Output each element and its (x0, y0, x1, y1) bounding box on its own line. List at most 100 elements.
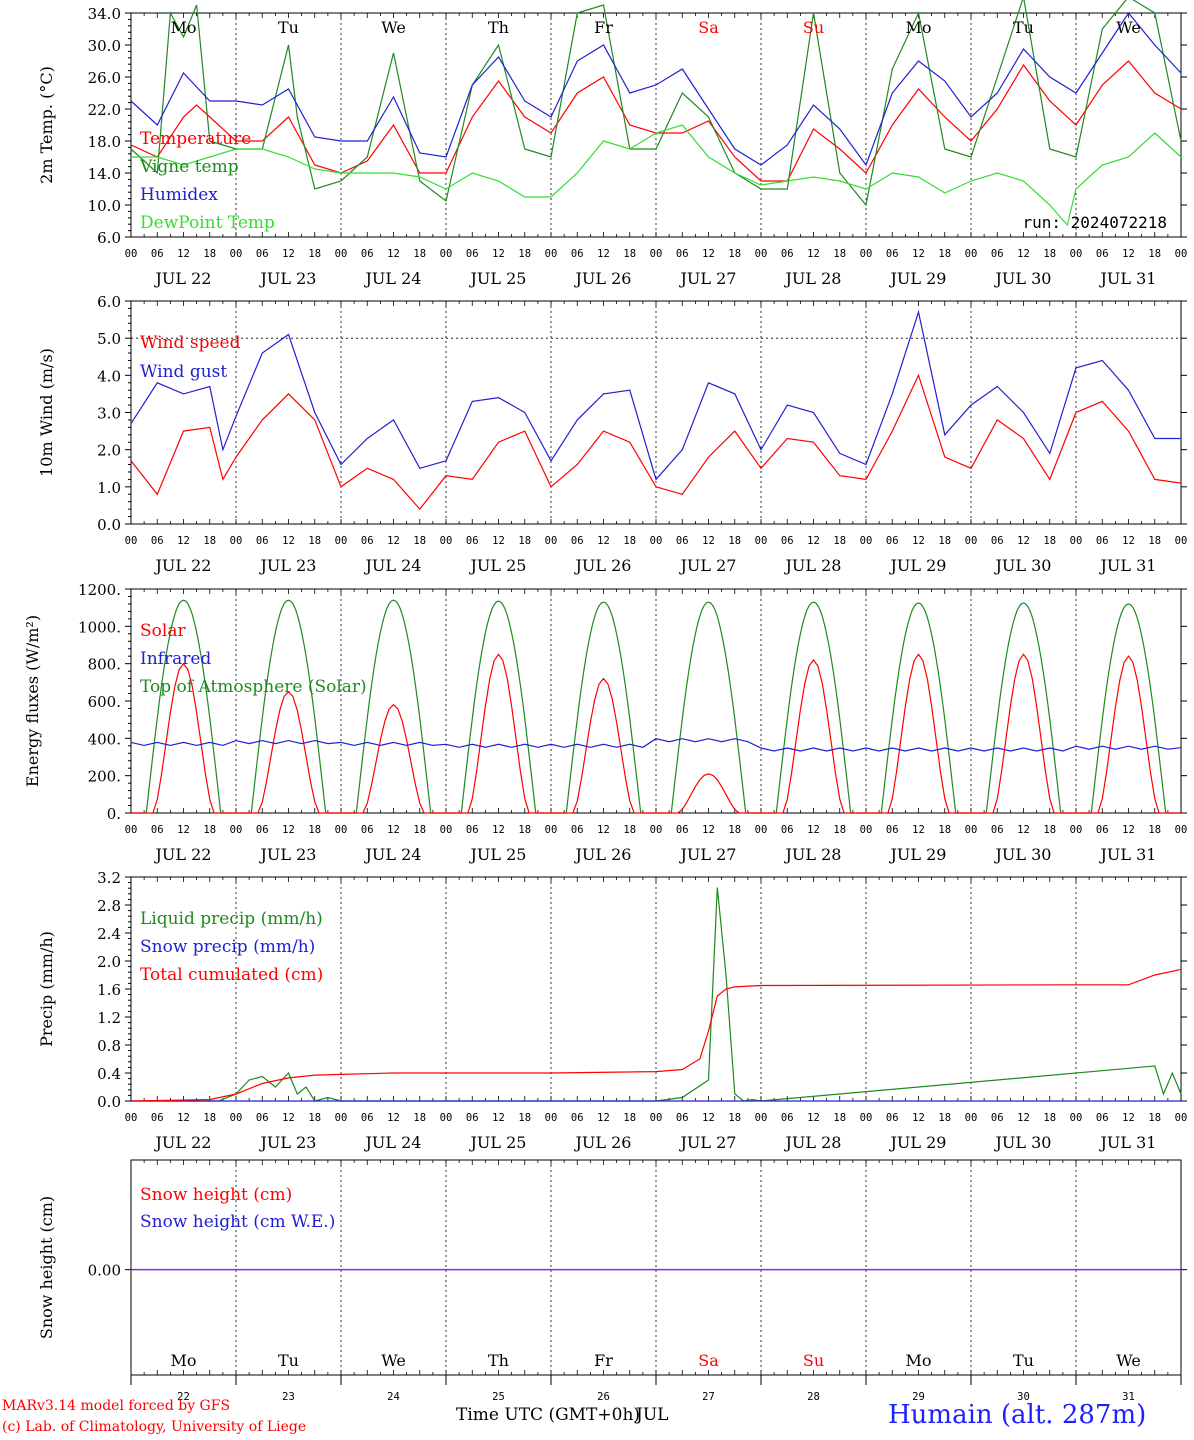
hour-tick-label: 12 (387, 1112, 400, 1124)
date-label: JUL 24 (364, 845, 422, 864)
y-axis-label: 2m Temp. (°C) (37, 66, 56, 184)
y-tick-label: 400. (88, 730, 121, 748)
hour-tick-label: 18 (938, 1112, 951, 1124)
series-dewpoint-temp (131, 124, 1182, 227)
hour-tick-label: 00 (1070, 1112, 1083, 1124)
hour-tick-label: 00 (440, 1112, 453, 1124)
y-axis-label: Snow height (cm) (37, 1196, 56, 1339)
date-label: JUL 26 (574, 1133, 632, 1152)
legend-entry: Liquid precip (mm/h) (140, 909, 323, 929)
date-label: JUL 27 (679, 845, 737, 864)
hour-tick-label: 12 (597, 535, 610, 547)
date-label: JUL 22 (154, 845, 212, 864)
weekday-label: Mo (905, 1351, 931, 1370)
date-label: JUL 27 (679, 1133, 737, 1152)
hour-tick-label: 18 (308, 248, 321, 260)
date-label: JUL 30 (994, 845, 1052, 864)
station-name: Humain (alt. 287m) (888, 1400, 1147, 1430)
weekday-label: We (381, 18, 406, 37)
date-label: JUL 26 (574, 269, 632, 288)
hour-tick-label: 06 (256, 824, 269, 836)
hour-tick-label: 12 (387, 824, 400, 836)
hour-tick-label: 06 (151, 1112, 164, 1124)
hour-tick-label: 18 (728, 824, 741, 836)
hour-tick-label: 12 (1017, 535, 1030, 547)
hour-tick-label: 18 (413, 1112, 426, 1124)
y-axis-label: Energy fluxes (W/m²) (23, 615, 42, 787)
hour-tick-label: 06 (256, 248, 269, 260)
y-tick-label: 34.0 (88, 5, 121, 23)
y-tick-label: 1.6 (97, 981, 121, 999)
weekday-label: Sa (698, 18, 719, 37)
day-number-label: 29 (912, 1391, 925, 1403)
weekday-label: Su (803, 1351, 824, 1370)
hour-tick-label: 18 (728, 1112, 741, 1124)
hour-tick-label: 06 (886, 1112, 899, 1124)
hour-tick-label: 12 (1122, 824, 1135, 836)
hour-tick-label: 06 (466, 535, 479, 547)
weekday-label: Su (803, 18, 824, 37)
hour-tick-label: 06 (571, 1112, 584, 1124)
hour-tick-label: 06 (1096, 1112, 1109, 1124)
hour-tick-label: 18 (308, 824, 321, 836)
hour-tick-label: 12 (597, 824, 610, 836)
hour-tick-label: 12 (492, 824, 505, 836)
run-annotation: run: 2024072218 (1023, 213, 1168, 232)
hour-tick-label: 18 (413, 824, 426, 836)
hour-tick-label: 18 (308, 1112, 321, 1124)
hour-tick-label: 06 (781, 535, 794, 547)
hour-tick-label: 18 (833, 824, 846, 836)
date-label: JUL 25 (469, 845, 527, 864)
date-label: JUL 29 (889, 556, 947, 575)
hour-tick-label: 18 (728, 248, 741, 260)
weekday-label: Tu (278, 18, 299, 37)
hour-tick-label: 12 (1017, 1112, 1030, 1124)
hour-tick-label: 12 (492, 248, 505, 260)
date-label: JUL 29 (889, 269, 947, 288)
hour-tick-label: 18 (938, 824, 951, 836)
hour-tick-label: 00 (650, 248, 663, 260)
hour-tick-label: 12 (702, 535, 715, 547)
hour-tick-label: 12 (1122, 535, 1135, 547)
hour-tick-label: 06 (886, 824, 899, 836)
hour-tick-label: 18 (728, 535, 741, 547)
series-infrared (130, 738, 1182, 752)
panel-1: 00 06 12 18 00 06 12 18 00 06 12 18 00 06 12 18 00 06 12 18… (37, 0, 1187, 288)
y-tick-label: 4.0 (97, 367, 121, 385)
hour-tick-label: 18 (623, 248, 636, 260)
hour-tick-label: 06 (1096, 535, 1109, 547)
hour-tick-label: 12 (912, 824, 925, 836)
hour-tick-label: 06 (991, 535, 1004, 547)
hour-tick-label: 00 (1175, 824, 1188, 836)
hour-tick-label: 06 (361, 1112, 374, 1124)
hour-tick-label: 00 (965, 535, 978, 547)
hour-tick-label: 00 (650, 1112, 663, 1124)
series-total-cumulated-cm- (130, 968, 1182, 1102)
hour-tick-label: 00 (755, 824, 768, 836)
y-tick-label: 1000. (78, 618, 121, 636)
hour-tick-label: 00 (545, 535, 558, 547)
y-tick-label: 3.2 (97, 869, 121, 887)
hour-tick-label: 00 (965, 824, 978, 836)
hour-tick-label: 18 (833, 535, 846, 547)
hour-tick-label: 12 (1017, 824, 1030, 836)
y-tick-label: 1200. (78, 581, 121, 599)
date-label: JUL 30 (994, 1133, 1052, 1152)
hour-tick-label: 00 (125, 248, 138, 260)
hour-tick-label: 00 (545, 824, 558, 836)
x-axis-title-overlay: JUL (636, 1405, 669, 1425)
hour-tick-label: 12 (1017, 248, 1030, 260)
day-number-label: 30 (1017, 1391, 1030, 1403)
y-tick-label: 10.0 (88, 197, 121, 215)
hour-tick-label: 00 (230, 824, 243, 836)
y-tick-label: 0.0 (97, 1093, 121, 1111)
y-tick-label: 0. (107, 805, 121, 823)
hour-tick-label: 18 (1043, 248, 1056, 260)
weekday-label: Tu (1013, 1351, 1034, 1370)
day-number-label: 22 (177, 1391, 190, 1403)
y-tick-label: 26.0 (88, 69, 121, 87)
date-label: JUL 25 (469, 269, 527, 288)
hour-tick-label: 06 (571, 824, 584, 836)
legend-entry: Temperature (140, 129, 251, 149)
